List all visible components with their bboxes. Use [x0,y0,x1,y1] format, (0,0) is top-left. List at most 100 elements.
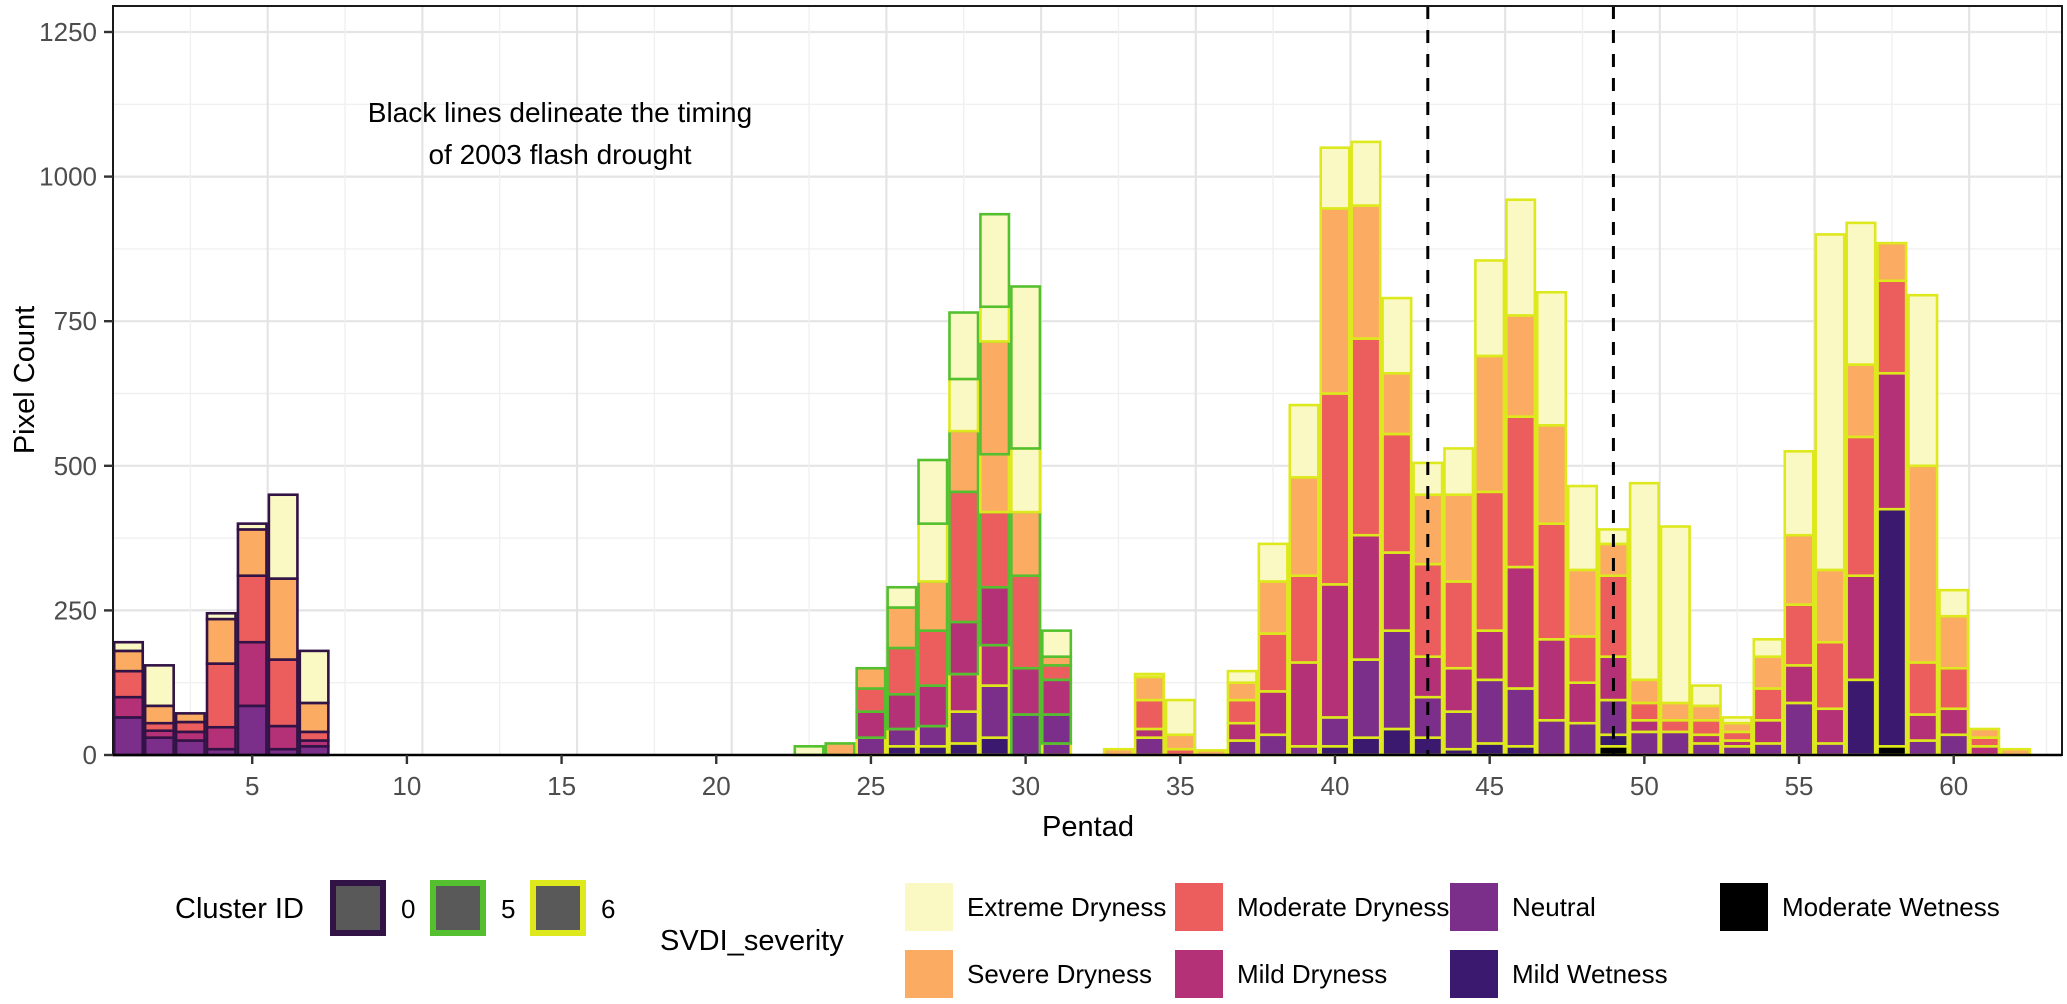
x-tick-label: 20 [702,771,731,801]
bar-segment [1814,742,1846,757]
bar-segment [1474,678,1506,745]
bar-segment [1381,629,1413,731]
bar-segment [1350,736,1382,757]
bar-segment [236,574,268,644]
bar-segment [174,712,206,724]
x-tick-label: 55 [1785,771,1814,801]
x-tick-label: 25 [856,771,885,801]
bar-segment [948,742,980,757]
bar-segment [855,666,887,690]
bar-segment [1505,687,1537,748]
bar-segment [1164,733,1196,751]
bar-segment [1876,507,1908,748]
bar-segment [1257,690,1289,737]
bar-segment [1164,698,1196,737]
bar-segment [1319,146,1351,210]
bar-segment [205,662,237,729]
bar-segment [1535,424,1568,525]
bar-segment [236,522,268,531]
bar-segment [112,695,145,719]
bar-segment [1907,739,1939,757]
bar-segment [1814,233,1846,572]
bar-segment [948,710,980,745]
bar-segment [979,643,1011,687]
bar-segment [1752,687,1784,722]
severity-legend-key-severe-dryness [905,950,953,998]
severity-legend: Extreme Dryness Moderate Dryness Neutral Mo… [905,883,2000,998]
bar-segment [1133,672,1165,679]
bar-segment [1474,354,1506,494]
bar-segment [1690,742,1722,757]
bar-segment [917,684,949,728]
bar-segment [1876,371,1908,511]
bar-segment [1783,664,1815,705]
bar-segment [1907,464,1939,664]
bar-segment [267,577,299,661]
bar-segment [1535,718,1568,757]
x-tick-label: 35 [1166,771,1195,801]
bar-segment [979,340,1011,456]
bar-segment [1040,742,1073,757]
bar-segment [1319,392,1351,586]
bar-segment [1721,745,1753,757]
bar-segment [1907,661,1939,716]
bar-segment [267,658,299,728]
cluster-legend-key-0 [330,880,386,936]
bar-segment [1350,658,1382,739]
bar-segment [298,701,330,734]
severity-legend-key-moderate-wetness [1720,883,1768,931]
bar-segment [1659,730,1691,757]
bar-segment [1226,739,1258,757]
bar-segment [1690,704,1722,722]
bar-segment [1319,583,1351,719]
cluster-legend-label: 0 [401,894,415,924]
bar-segment [1350,204,1382,340]
severity-legend-label: Moderate Wetness [1782,892,2000,922]
bar-segment [793,745,825,757]
bar-segment [143,736,175,757]
bar-segment [1659,718,1691,734]
bar-segment [1721,716,1753,725]
severity-legend-label: Mild Dryness [1237,959,1387,989]
bar-segment [236,528,268,577]
bar-segment [1443,710,1475,751]
bar-segment [1938,707,1970,737]
bar-segment [1381,371,1413,436]
severity-legend-label: Mild Wetness [1512,959,1668,989]
bar-segment [1628,481,1660,682]
bar-segment [1845,221,1877,366]
bar-segment [112,649,145,673]
bar-segment [1226,698,1258,725]
bar-segment [1288,403,1320,479]
bar-segment [1690,733,1722,745]
x-axis-title: Pentad [1042,811,1134,843]
bar-segment [1474,629,1506,682]
panel-border-layer [112,5,2063,757]
bar-segment [948,377,980,433]
cluster-legend-label: 6 [601,894,615,924]
bar-segment [1690,718,1722,737]
cluster-legend-title: Cluster ID [175,893,304,925]
bar-segment [1969,745,2001,757]
bar-segment [1566,681,1599,725]
bar-segment [1133,675,1165,702]
severity-legend-key-neutral [1450,883,1498,931]
bar-segment [1814,640,1846,711]
x-tick-label: 50 [1630,771,1659,801]
bar-segment [886,646,918,696]
bar-segment [917,629,949,687]
bar-segment [1659,701,1691,722]
bar-segment [1133,727,1165,739]
bar-segment [1845,363,1877,439]
bar-segment [855,710,887,739]
bar-segment [1288,661,1320,748]
bar-segment [112,716,145,757]
x-tick-label: 5 [245,771,259,801]
cluster-legend: 0 5 6 [330,880,615,936]
bar-segment [1876,745,1908,757]
bar-segment [1505,745,1537,757]
bar-segment [917,580,949,632]
bar-segment [1010,666,1042,716]
bar-segment [143,704,175,725]
bar-segment [1938,733,1970,757]
